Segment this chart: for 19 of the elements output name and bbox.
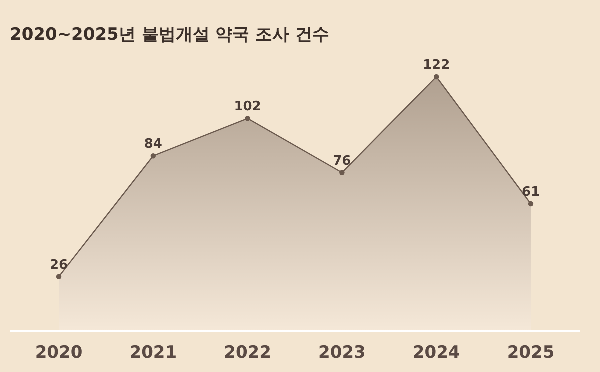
point [245,116,250,122]
data-label: 61 [522,185,540,200]
point [434,74,440,80]
x-tick-label: 2024 [412,343,460,363]
x-tick-label: 2023 [318,343,366,363]
x-tick-label: 2020 [35,343,83,363]
point [528,201,534,207]
data-label: 26 [50,258,68,273]
data-label: 122 [423,58,450,73]
data-label: 84 [144,137,162,152]
point [340,170,345,176]
point [56,274,62,280]
point [150,154,156,159]
data-label: 76 [333,154,352,169]
x-tick-label: 2022 [224,343,272,363]
x-tick-label: 2021 [130,343,178,363]
data-label: 102 [234,100,262,115]
chart-title: 2020~2025년 불법개설 약국 조사 건수 [10,25,330,45]
x-tick-label: 2025 [507,343,555,363]
